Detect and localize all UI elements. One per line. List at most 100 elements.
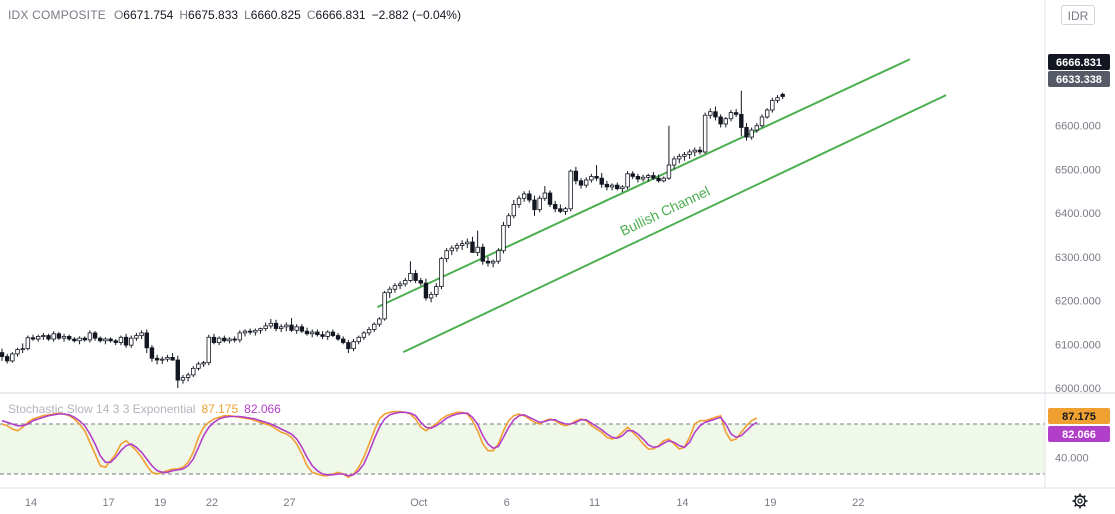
candle (108, 337, 113, 343)
price-tick-label: 6200.000 (1055, 296, 1101, 308)
time-tick-label: 14 (25, 497, 37, 509)
candle-body-down (0, 352, 5, 357)
candle-body-down (4, 356, 10, 362)
candle-body-up (682, 154, 687, 157)
candle (713, 106, 718, 121)
stochastic-k-label-bg (1048, 408, 1110, 424)
gear-icon[interactable] (1072, 493, 1088, 509)
candle-body-up (129, 337, 134, 346)
candle (237, 330, 243, 343)
currency-button[interactable]: IDR (1061, 5, 1095, 25)
candle (527, 190, 532, 203)
candle (697, 146, 703, 155)
candle (552, 200, 558, 213)
candle (278, 324, 284, 333)
candle-body-up (87, 332, 93, 341)
candle (651, 172, 656, 180)
candle-body-up (434, 286, 439, 295)
candle (708, 108, 713, 119)
price-tick-label: 6400.000 (1055, 208, 1101, 220)
candle (656, 174, 661, 183)
candle-body-up (620, 186, 625, 190)
candle-body-down (532, 199, 537, 211)
channel-lower-line (402, 94, 947, 354)
candle (775, 95, 780, 103)
candle (335, 332, 341, 341)
candle (449, 245, 454, 256)
candle (444, 248, 449, 263)
candle (273, 319, 279, 332)
candle-body-up (15, 349, 20, 355)
candle (129, 335, 134, 348)
candle-body-down (718, 116, 723, 125)
high-key: H (179, 8, 189, 22)
candle (206, 334, 211, 366)
candle-body-up (666, 164, 672, 179)
candle-body-up (377, 318, 382, 325)
candle-body-up (382, 292, 387, 320)
candle (227, 337, 232, 344)
candle (35, 334, 41, 342)
candle-body-down (335, 335, 341, 340)
candle (661, 176, 666, 183)
candle (134, 332, 139, 341)
candle-body-up (671, 158, 677, 166)
price-tick-label: 6000.000 (1055, 383, 1101, 395)
candle-body-down (615, 184, 620, 190)
candle-body-up (677, 155, 682, 160)
time-tick-label: 14 (676, 497, 688, 509)
candle (749, 127, 754, 140)
candle-body-up (770, 99, 775, 111)
candle (315, 329, 320, 337)
candle-body-down (485, 260, 491, 264)
candle (15, 347, 20, 357)
candle-body-up (759, 116, 765, 127)
candle-body-up (403, 280, 408, 285)
candle (196, 361, 201, 371)
candle-body-up (237, 332, 243, 341)
candle (403, 277, 408, 287)
candle-body-down (315, 331, 320, 336)
candle-body-up (165, 356, 170, 360)
candle-body-down (320, 334, 325, 337)
candle-body-down (98, 337, 103, 342)
candle-body-up (206, 336, 211, 364)
candle-body-up (708, 111, 713, 116)
candle-body-up (216, 337, 222, 343)
candle (589, 173, 594, 183)
candles (0, 90, 785, 388)
stochastic-legend[interactable]: Stochastic Slow 14 3 3 Exponential 87.175… (8, 402, 281, 416)
candle (144, 329, 149, 354)
candle (568, 169, 573, 212)
candle-body-up (490, 260, 496, 264)
candle-body-up (77, 337, 82, 342)
symbol-name[interactable]: IDX COMPOSITE (8, 8, 106, 22)
candle-body-up (191, 367, 196, 376)
candle-body-up (118, 336, 124, 343)
candle (46, 333, 51, 341)
candle (330, 329, 336, 338)
candle-body-up (10, 353, 15, 362)
candle-body-down (418, 280, 423, 284)
candle (387, 286, 392, 298)
candle-body-up (351, 341, 356, 350)
candle (263, 322, 268, 332)
secondary-price-label-bg (1048, 71, 1110, 87)
candle (428, 291, 434, 303)
candle (687, 149, 692, 159)
candle (723, 116, 728, 128)
candle (739, 90, 744, 137)
candle (309, 329, 315, 338)
bullish-channel: Bullish Channel (376, 58, 947, 354)
candle (10, 352, 15, 363)
candle-body-down (573, 170, 579, 182)
candle-body-down (346, 342, 351, 350)
candle (635, 173, 641, 183)
candle-body-down (144, 332, 149, 349)
candle (692, 147, 697, 157)
stochastic-k-label: 87.175 (1048, 408, 1110, 424)
stochastic-name: Stochastic Slow 14 3 3 Exponential (8, 402, 196, 416)
stochastic-d-label-text: 82.066 (1062, 429, 1096, 441)
candle (253, 328, 258, 336)
